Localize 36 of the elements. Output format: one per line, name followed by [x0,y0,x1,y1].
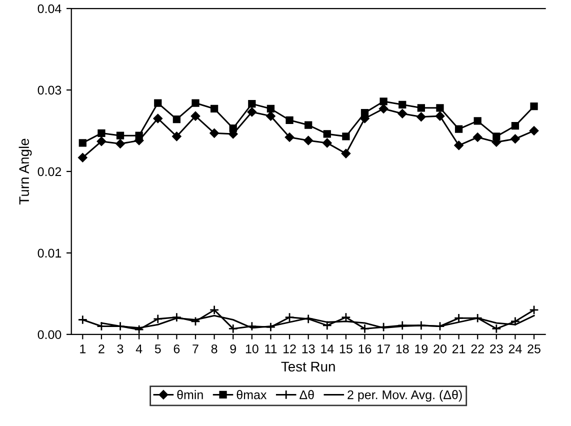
x-tick-label: 10 [246,344,258,354]
x-tick-label: 9 [230,344,236,354]
x-tick-label: 19 [415,344,428,354]
x-tick-label: 21 [452,344,466,354]
x-tick-label: 12 [284,344,296,354]
legend-label: θmin [177,390,203,400]
x-tick-label: 4 [136,344,142,354]
y-tick-label: 0.03 [38,86,62,95]
y-tick-label: 0.01 [38,248,62,258]
x-tick-label: 24 [508,344,522,354]
x-tick-label: 25 [528,344,540,354]
x-axis-title: Test Run [281,362,335,372]
legend-label: Δθ [300,390,314,400]
x-tick-label: 15 [340,344,352,354]
x-tick-label: 13 [302,344,315,354]
y-tick-label: 0.04 [38,4,62,14]
x-tick-label: 14 [321,344,334,354]
legend-label: 2 per. Mov. Avg. (Δθ) [348,390,462,402]
x-tick-label: 16 [358,344,372,354]
legend-label: θmax [236,390,267,400]
x-tick-label: 18 [396,344,409,354]
x-tick-label: 7 [192,344,198,354]
y-tick-label: 0.00 [38,330,62,340]
x-tick-label: 6 [174,344,180,354]
x-tick-label: 17 [378,344,390,354]
x-tick-label: 11 [265,344,277,354]
x-tick-label: 20 [434,344,446,354]
x-tick-label: 2 [98,344,104,354]
y-tick-label: 0.02 [38,167,62,176]
x-tick-label: 1 [80,344,86,354]
x-tick-label: 8 [211,344,218,354]
x-tick-label: 23 [490,344,503,354]
x-tick-label: 3 [117,344,124,354]
y-axis-title: Turn Angle [18,138,32,204]
x-tick-label: 22 [471,344,484,354]
x-tick-label: 5 [154,344,161,354]
